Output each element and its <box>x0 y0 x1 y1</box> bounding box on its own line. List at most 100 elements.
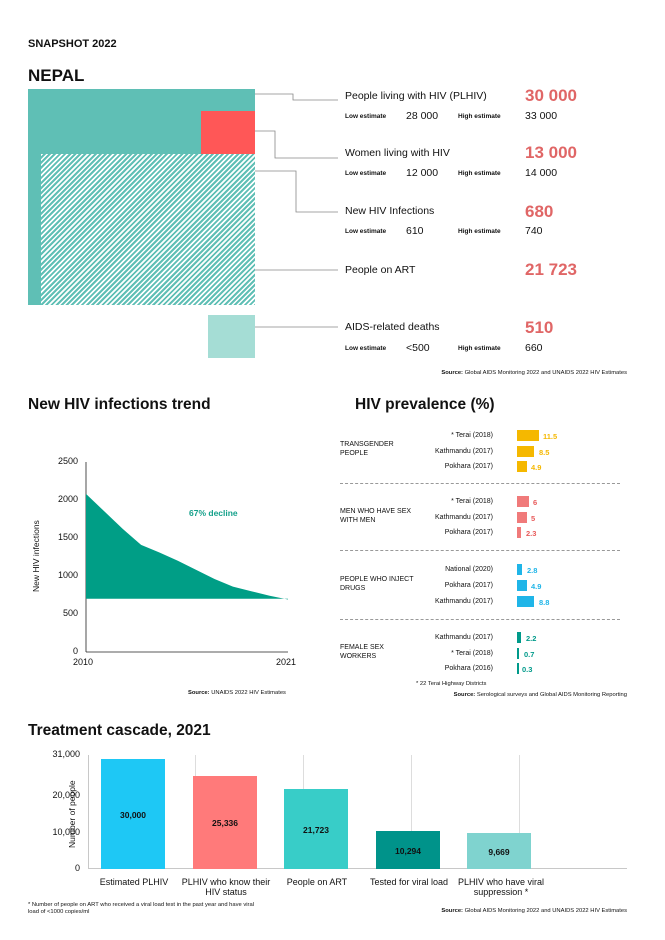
stat-art-value: 21 723 <box>525 260 577 279</box>
new-infections-hatch <box>41 154 255 305</box>
prev-row-label: * Terai (2018) <box>451 432 493 439</box>
trend-ytick-1500: 1500 <box>57 532 78 542</box>
stat-plhiv-value: 30 000 <box>525 86 577 105</box>
trend-xtick-2021: 2021 <box>276 657 297 667</box>
prev-value: 4.9 <box>531 582 542 591</box>
cascade-value: 25,336 <box>212 818 238 828</box>
cascade-value: 30,000 <box>120 810 146 820</box>
cascade-bar-on-art <box>284 789 348 869</box>
prev-value: 2.3 <box>526 529 537 538</box>
trend-xtick-2010: 2010 <box>73 657 94 667</box>
source-top: Source: Global AIDS Monitoring 2022 and … <box>441 370 627 376</box>
connector-new-infections <box>255 170 338 213</box>
trend-ytick-2500: 2500 <box>57 456 78 466</box>
prev-bar <box>517 461 527 472</box>
prev-bar <box>517 632 522 643</box>
prev-row-label: National (2020) <box>445 566 493 573</box>
prev-value: 0.3 <box>522 665 533 674</box>
prev-row-label: Kathmandu (2017) <box>435 514 493 521</box>
stat-women-high: 14 000 <box>525 167 558 179</box>
cascade-label: Estimated PLHIV <box>99 877 169 887</box>
prev-bar <box>517 564 523 575</box>
cascade-ytick-0: 0 <box>74 863 80 873</box>
trend-chart <box>85 462 288 653</box>
prev-group-pwid: PEOPLE WHO INJECT DRUGS <box>340 576 414 592</box>
prev-bar <box>517 648 519 659</box>
cascade-bar-know-status <box>193 775 257 869</box>
stat-plhiv-low: 28 000 <box>406 110 439 122</box>
prev-divider <box>340 619 620 620</box>
prev-bar <box>517 512 527 523</box>
stat-art-label: People on ART <box>345 264 416 276</box>
stat-new-infections-low: 610 <box>406 225 424 237</box>
cascade-ytick-20000: 20,000 <box>52 790 80 800</box>
women-block <box>201 111 255 154</box>
prevalence-footnote: * 22 Terai Highway Districts <box>416 681 487 687</box>
prev-value: 4.9 <box>531 463 542 472</box>
cascade-bar-viral-suppression <box>467 833 531 869</box>
stat-plhiv-high: 33 000 <box>525 110 558 122</box>
stat-women-low: 12 000 <box>406 167 439 179</box>
cascade-value: 21,723 <box>303 825 329 835</box>
prev-value: 8.5 <box>539 448 550 457</box>
prev-group-transgender: TRANSGENDER PEOPLE <box>340 441 394 457</box>
stat-women-value: 13 000 <box>525 143 577 162</box>
trend-ytick-2000: 2000 <box>57 494 78 504</box>
stat-plhiv-label: People living with HIV (PLHIV) <box>345 90 487 102</box>
stat-new-infections-high: 740 <box>525 225 543 237</box>
prev-value: 8.8 <box>539 598 550 607</box>
prev-bar <box>517 446 534 457</box>
cascade-label: Tested for viral load <box>369 877 449 887</box>
prev-row-label: Pokhara (2017) <box>444 529 493 536</box>
stat-deaths-high-label: High estimate <box>458 345 501 352</box>
stat-deaths-value: 510 <box>525 318 554 337</box>
prev-value: 2.2 <box>526 634 537 643</box>
prev-bar <box>517 527 522 538</box>
stat-deaths-low: <500 <box>406 342 430 354</box>
prev-bar <box>517 596 535 607</box>
stat-new-infections-value: 680 <box>525 202 554 221</box>
stat-new-infections-high-label: High estimate <box>458 228 501 235</box>
prev-divider <box>340 483 620 484</box>
snapshot-label: SNAPSHOT 2022 <box>28 38 117 50</box>
prev-value: 6 <box>533 498 538 507</box>
prev-bar <box>517 430 540 441</box>
connector-plhiv <box>255 93 338 101</box>
cascade-title: Treatment cascade, 2021 <box>28 722 211 739</box>
prev-value: 5 <box>531 514 536 523</box>
prev-group-fsw: FEMALE SEX WORKERS <box>340 644 384 660</box>
prev-value: 2.8 <box>527 566 538 575</box>
stat-plhiv-low-label: Low estimate <box>345 113 387 120</box>
prev-value: 11.5 <box>543 432 558 441</box>
cascade-bar-estimated-plhiv <box>101 758 165 869</box>
cascade-value: 9,669 <box>488 847 510 857</box>
cascade-ytick-10000: 10,000 <box>52 827 80 837</box>
trend-source: Source: UNAIDS 2022 HIV Estimates <box>188 690 286 696</box>
trend-ytick-500: 500 <box>62 608 78 618</box>
prev-row-label: * Terai (2018) <box>451 498 493 505</box>
cascade-bar-tested-viral-load <box>376 831 440 869</box>
stat-deaths-label: AIDS-related deaths <box>345 321 440 333</box>
prevalence-source: Source: Serological surveys and Global A… <box>453 692 627 698</box>
cascade-ytick-31000: 31,000 <box>52 749 80 759</box>
trend-title: New HIV infections trend <box>28 396 211 413</box>
stat-women-label: Women living with HIV <box>345 147 450 159</box>
prev-group-msm: MEN WHO HAVE SEX WITH MEN <box>340 508 412 524</box>
cascade-footnote: * Number of people on ART who received a… <box>28 902 254 915</box>
prev-bar <box>517 663 519 674</box>
prev-divider <box>340 550 620 551</box>
prev-row-label: * Terai (2018) <box>451 650 493 657</box>
prev-row-label: Pokhara (2017) <box>444 582 493 589</box>
prev-bar <box>517 580 527 591</box>
stat-deaths-high: 660 <box>525 342 543 354</box>
trend-ytick-0: 0 <box>72 646 78 656</box>
cascade-label: People on ART <box>286 877 348 887</box>
stat-women-high-label: High estimate <box>458 170 501 177</box>
prev-row-label: Pokhara (2017) <box>444 463 493 470</box>
stat-deaths-low-label: Low estimate <box>345 345 387 352</box>
deaths-block <box>208 315 255 358</box>
cascade-source: Source: Global AIDS Monitoring 2022 and … <box>441 908 627 914</box>
cascade-value: 10,294 <box>395 846 421 856</box>
country-title: NEPAL <box>28 66 85 85</box>
prev-row-label: Kathmandu (2017) <box>435 448 493 455</box>
